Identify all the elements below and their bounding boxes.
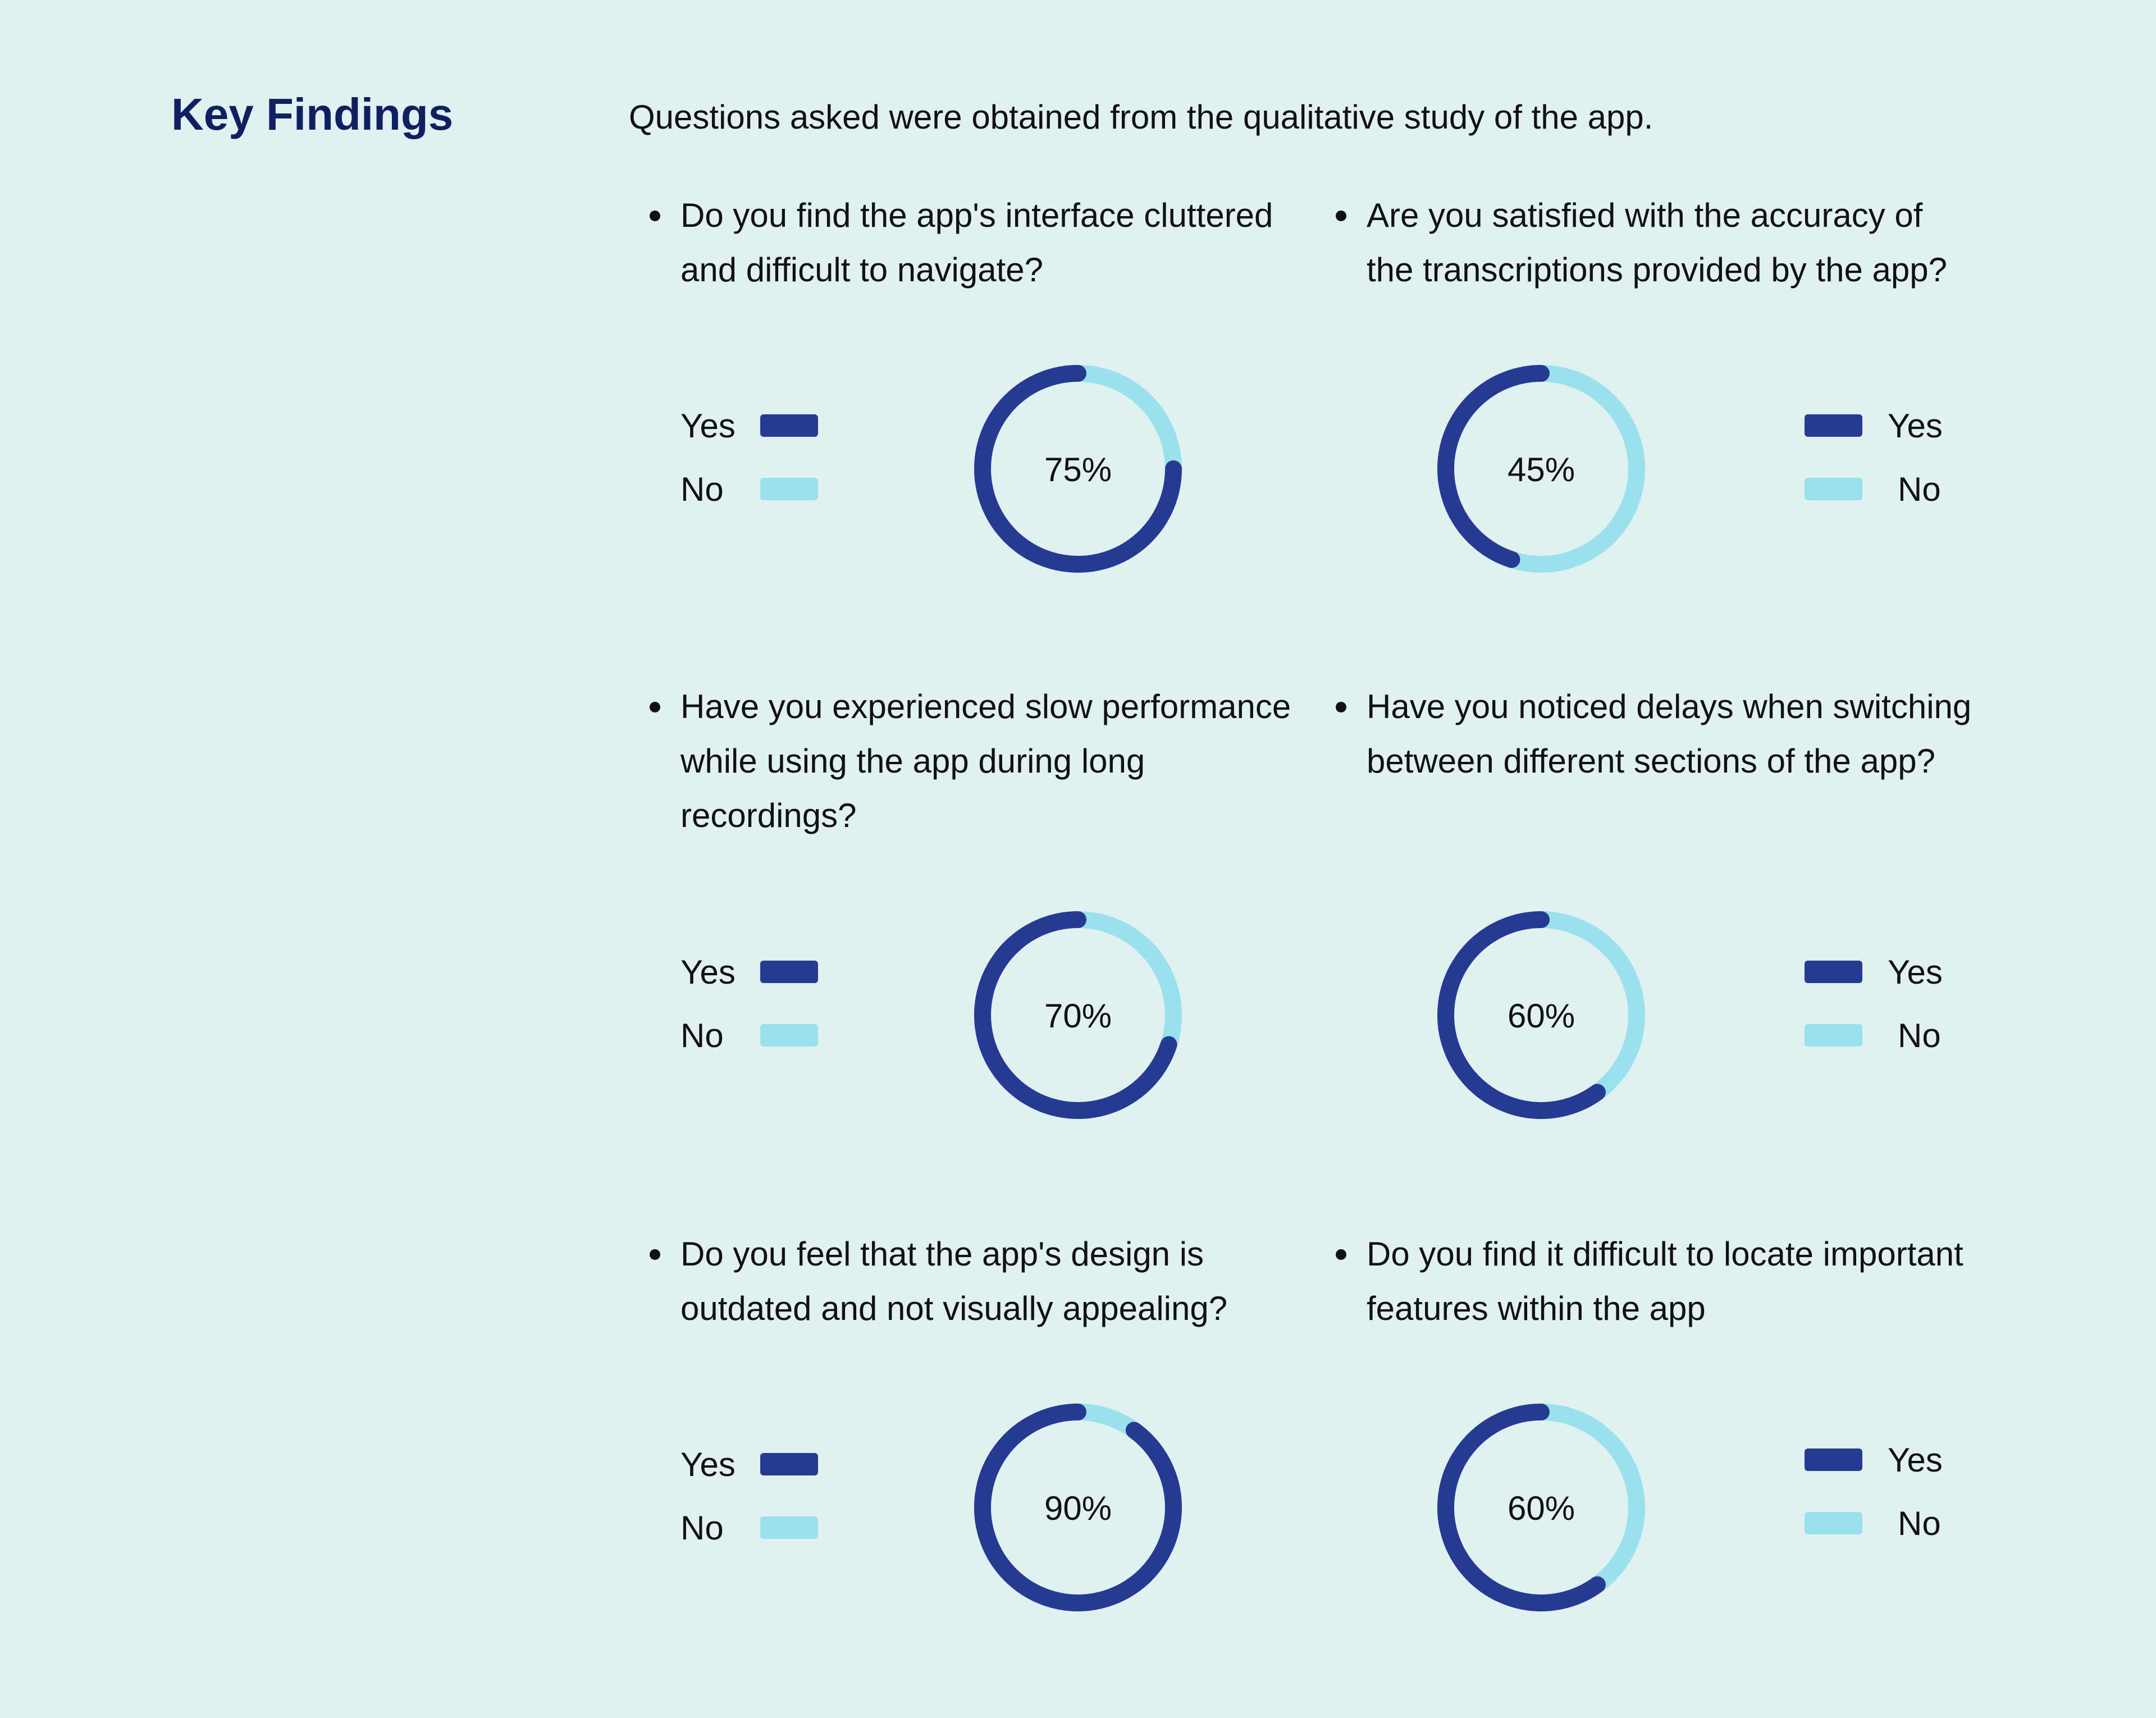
donut-chart: 60% xyxy=(1429,1395,1653,1620)
legend-item-yes: Yes xyxy=(1805,406,1943,445)
finding-card: Do you feel that the app's design is out… xyxy=(629,1227,1280,1718)
donut-percent-label: 60% xyxy=(1508,997,1575,1035)
legend-swatch-yes xyxy=(760,1453,818,1475)
legend-label-yes: Yes xyxy=(680,406,736,445)
legend-item-no: No xyxy=(680,1508,818,1547)
bullet-icon xyxy=(650,1249,660,1260)
legend-item-yes: Yes xyxy=(680,406,818,445)
finding-question: Have you experienced slow performance wh… xyxy=(680,688,1291,834)
legend-label-no: No xyxy=(1898,470,1941,508)
legend-swatch-yes xyxy=(760,414,818,437)
finding-question: Do you find it difficult to locate impor… xyxy=(1367,1235,1963,1327)
legend-label-yes: Yes xyxy=(680,1445,736,1483)
legend-label-yes: Yes xyxy=(680,953,736,991)
legend-item-no: No xyxy=(1805,469,1943,509)
legend-item-no: No xyxy=(1805,1016,1943,1055)
legend-label-no: No xyxy=(1898,1016,1941,1054)
legend-swatch-no xyxy=(760,478,818,500)
donut-chart: 60% xyxy=(1429,903,1653,1127)
donut-percent-label: 90% xyxy=(1044,1489,1112,1527)
legend-item-no: No xyxy=(680,469,818,509)
legend-swatch-yes xyxy=(1805,414,1862,437)
legend-item-yes: Yes xyxy=(680,1445,818,1484)
donut-yes-arc xyxy=(974,911,1177,1119)
legend-label-yes: Yes xyxy=(1888,406,1943,445)
donut-percent-label: 45% xyxy=(1508,451,1575,488)
intro-text: Questions asked were obtained from the q… xyxy=(629,98,1653,136)
donut-chart: 45% xyxy=(1429,357,1653,581)
donut-percent-label: 75% xyxy=(1044,451,1112,488)
legend-swatch-no xyxy=(1805,478,1862,500)
legend-swatch-yes xyxy=(1805,1449,1862,1471)
legend-swatch-no xyxy=(760,1024,818,1047)
legend-label-no: No xyxy=(1898,1504,1941,1542)
chart-legend: Yes No xyxy=(1805,406,1943,533)
bullet-icon xyxy=(1336,1249,1346,1260)
bullet-icon xyxy=(1336,211,1346,221)
legend-label-no: No xyxy=(680,470,724,508)
chart-legend: Yes No xyxy=(680,952,818,1079)
finding-question: Are you satisfied with the accuracy of t… xyxy=(1367,197,1947,289)
chart-legend: Yes No xyxy=(680,406,818,533)
chart-legend: Yes No xyxy=(1805,1440,1943,1567)
legend-item-yes: Yes xyxy=(1805,1440,1943,1479)
legend-swatch-no xyxy=(760,1516,818,1539)
bullet-icon xyxy=(650,211,660,221)
legend-item-yes: Yes xyxy=(680,952,818,991)
finding-card: Are you satisfied with the accuracy of t… xyxy=(1315,188,1966,679)
legend-swatch-yes xyxy=(1805,961,1862,983)
legend-item-yes: Yes xyxy=(1805,952,1943,991)
donut-percent-label: 70% xyxy=(1044,997,1112,1035)
finding-card: Do you find the app's interface cluttere… xyxy=(629,188,1280,679)
legend-label-no: No xyxy=(680,1509,724,1547)
bullet-icon xyxy=(1336,702,1346,712)
donut-yes-arc xyxy=(1437,365,1550,568)
legend-swatch-yes xyxy=(760,961,818,983)
donut-chart: 70% xyxy=(966,903,1190,1127)
legend-item-no: No xyxy=(680,1016,818,1055)
finding-card: Do you find it difficult to locate impor… xyxy=(1315,1227,1966,1718)
finding-question: Do you find the app's interface cluttere… xyxy=(680,197,1273,289)
legend-label-no: No xyxy=(680,1016,724,1054)
donut-yes-arc xyxy=(1437,911,1606,1119)
donut-percent-label: 60% xyxy=(1508,1489,1575,1527)
donut-yes-arc xyxy=(1437,1404,1606,1611)
donut-chart: 90% xyxy=(966,1395,1190,1620)
page-title: Key Findings xyxy=(171,89,454,139)
donut-chart: 75% xyxy=(966,357,1190,581)
finding-card: Have you noticed delays when switching b… xyxy=(1315,679,1971,1171)
bullet-icon xyxy=(650,702,660,712)
finding-question: Do you feel that the app's design is out… xyxy=(680,1235,1228,1327)
donut-yes-arc xyxy=(974,1404,1182,1611)
donut-yes-arc xyxy=(974,365,1182,573)
legend-swatch-no xyxy=(1805,1512,1862,1534)
finding-card: Have you experienced slow performance wh… xyxy=(629,679,1291,1171)
chart-legend: Yes No xyxy=(1805,952,1943,1079)
legend-label-yes: Yes xyxy=(1888,953,1943,991)
legend-swatch-no xyxy=(1805,1024,1862,1047)
chart-legend: Yes No xyxy=(680,1445,818,1571)
legend-item-no: No xyxy=(1805,1504,1943,1543)
finding-question: Have you noticed delays when switching b… xyxy=(1367,688,1972,780)
legend-label-yes: Yes xyxy=(1888,1441,1943,1479)
